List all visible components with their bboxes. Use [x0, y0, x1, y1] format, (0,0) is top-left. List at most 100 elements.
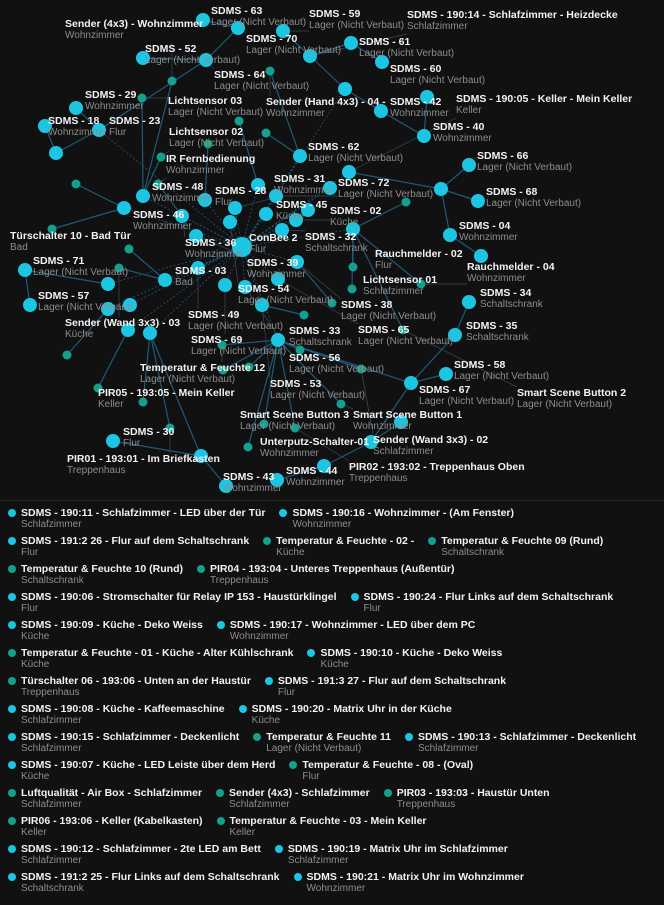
- router-node[interactable]: [344, 36, 358, 50]
- router-node[interactable]: [23, 298, 37, 312]
- end-device-node[interactable]: [114, 263, 124, 273]
- router-node[interactable]: [271, 272, 285, 286]
- end-device-node[interactable]: [401, 197, 411, 207]
- router-node[interactable]: [69, 101, 83, 115]
- router-node[interactable]: [117, 201, 131, 215]
- end-device-node[interactable]: [218, 365, 228, 375]
- router-node[interactable]: [194, 449, 208, 463]
- router-node[interactable]: [269, 189, 283, 203]
- router-node[interactable]: [136, 189, 150, 203]
- router-node[interactable]: [301, 203, 315, 217]
- end-device-node[interactable]: [416, 279, 426, 289]
- router-node[interactable]: [471, 194, 485, 208]
- end-device-node[interactable]: [203, 139, 213, 149]
- end-device-node[interactable]: [93, 383, 103, 393]
- router-node[interactable]: [259, 207, 273, 221]
- router-node[interactable]: [101, 277, 115, 291]
- router-node[interactable]: [474, 249, 488, 263]
- router-node[interactable]: [290, 255, 304, 269]
- coordinator-node[interactable]: [232, 237, 252, 257]
- end-device-node[interactable]: [327, 298, 337, 308]
- router-node[interactable]: [198, 193, 212, 207]
- router-node[interactable]: [270, 473, 284, 487]
- router-node[interactable]: [417, 129, 431, 143]
- end-device-node[interactable]: [165, 423, 175, 433]
- router-node[interactable]: [49, 146, 63, 160]
- end-device-node[interactable]: [234, 116, 244, 126]
- router-node[interactable]: [18, 263, 32, 277]
- router-node[interactable]: [364, 435, 378, 449]
- end-device-node[interactable]: [290, 423, 300, 433]
- router-node[interactable]: [439, 367, 453, 381]
- router-node[interactable]: [158, 273, 172, 287]
- router-node[interactable]: [251, 178, 265, 192]
- router-node[interactable]: [38, 119, 52, 133]
- end-device-node[interactable]: [167, 76, 177, 86]
- end-device-node[interactable]: [138, 397, 148, 407]
- end-device-node[interactable]: [153, 179, 163, 189]
- router-node[interactable]: [443, 228, 457, 242]
- router-node[interactable]: [346, 222, 360, 236]
- router-node[interactable]: [101, 302, 115, 316]
- router-node[interactable]: [374, 104, 388, 118]
- router-node[interactable]: [375, 55, 389, 69]
- end-device-node[interactable]: [348, 262, 358, 272]
- end-device-node[interactable]: [217, 340, 227, 350]
- end-device-node[interactable]: [299, 310, 309, 320]
- router-node[interactable]: [136, 51, 150, 65]
- router-node[interactable]: [303, 49, 317, 63]
- end-device-node[interactable]: [47, 224, 57, 234]
- router-node[interactable]: [293, 149, 307, 163]
- router-node[interactable]: [231, 21, 245, 35]
- router-node[interactable]: [404, 376, 418, 390]
- router-node[interactable]: [143, 326, 157, 340]
- router-node[interactable]: [276, 24, 290, 38]
- end-device-node[interactable]: [71, 179, 81, 189]
- router-node[interactable]: [448, 328, 462, 342]
- router-node[interactable]: [434, 182, 448, 196]
- router-node[interactable]: [196, 13, 210, 27]
- router-node[interactable]: [238, 280, 252, 294]
- router-node[interactable]: [394, 415, 408, 429]
- end-device-node[interactable]: [295, 345, 305, 355]
- router-node[interactable]: [191, 261, 205, 275]
- router-node[interactable]: [255, 298, 269, 312]
- router-node[interactable]: [271, 333, 285, 347]
- router-node[interactable]: [289, 213, 303, 227]
- router-node[interactable]: [92, 123, 106, 137]
- router-node[interactable]: [175, 209, 189, 223]
- router-node[interactable]: [323, 181, 337, 195]
- router-node[interactable]: [275, 223, 289, 237]
- router-node[interactable]: [218, 278, 232, 292]
- router-node[interactable]: [223, 215, 237, 229]
- end-device-node[interactable]: [356, 364, 366, 374]
- end-device-node[interactable]: [243, 442, 253, 452]
- end-device-node[interactable]: [62, 350, 72, 360]
- end-device-node[interactable]: [261, 128, 271, 138]
- router-node[interactable]: [199, 53, 213, 67]
- router-node[interactable]: [317, 459, 331, 473]
- router-node[interactable]: [123, 298, 137, 312]
- end-device-node[interactable]: [156, 152, 166, 162]
- end-device-node[interactable]: [124, 244, 134, 254]
- router-node[interactable]: [106, 434, 120, 448]
- end-device-node[interactable]: [398, 325, 408, 335]
- graph-area[interactable]: SDMS - 63 Lager (Nicht Verbaut) SDMS - 70 L…: [0, 0, 664, 500]
- router-node[interactable]: [228, 201, 242, 215]
- end-device-node[interactable]: [336, 399, 346, 409]
- router-node[interactable]: [342, 165, 356, 179]
- router-node[interactable]: [189, 229, 203, 243]
- router-node[interactable]: [219, 479, 233, 493]
- graph-canvas[interactable]: [0, 0, 664, 500]
- router-node[interactable]: [420, 90, 434, 104]
- router-node[interactable]: [338, 82, 352, 96]
- end-device-node[interactable]: [244, 362, 254, 372]
- end-device-node[interactable]: [137, 93, 147, 103]
- router-node[interactable]: [462, 295, 476, 309]
- router-node[interactable]: [462, 158, 476, 172]
- end-device-node[interactable]: [347, 284, 357, 294]
- end-device-node[interactable]: [265, 66, 275, 76]
- router-node[interactable]: [121, 323, 135, 337]
- end-device-node[interactable]: [259, 419, 269, 429]
